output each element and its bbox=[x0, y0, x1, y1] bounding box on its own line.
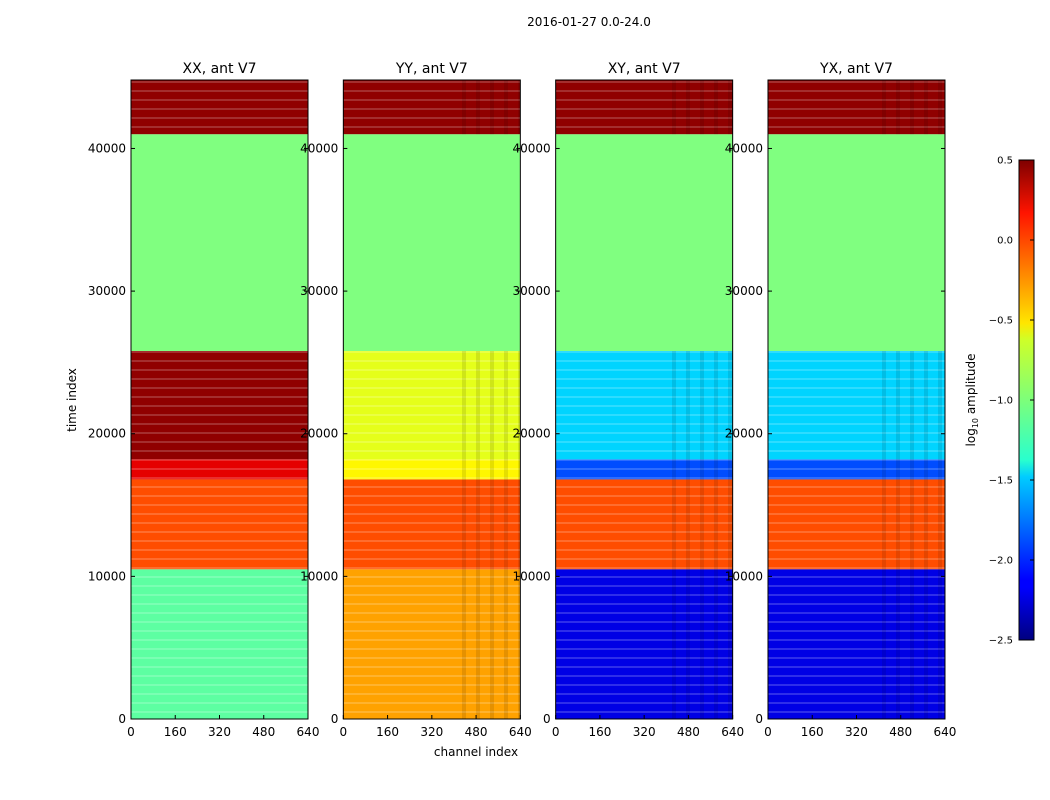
y-tick-label: 0 bbox=[755, 712, 763, 726]
x-tick-label: 480 bbox=[677, 725, 700, 739]
heatmap-panels: XX, ant V7 0 160 320 480 640 0 10000 20000 30000 4… bbox=[88, 61, 957, 739]
y-tick-label: 0 bbox=[118, 712, 126, 726]
heatmap-band-texture bbox=[453, 80, 521, 135]
colorbar-tick-label: −2.5 bbox=[989, 636, 1013, 647]
x-tick-label: 0 bbox=[552, 725, 560, 739]
colorbar: 0.5 0.0 −0.5 −1.0 −1.5 −2.0 −2.5 log10 amplitu… bbox=[964, 156, 1035, 647]
colorbar-tick-label: 0.0 bbox=[997, 236, 1013, 247]
heatmap-band-texture bbox=[453, 569, 521, 719]
panel-title: XX, ant V7 bbox=[183, 61, 257, 77]
y-tick-label: 30000 bbox=[725, 284, 763, 298]
heatmap-xx bbox=[131, 80, 308, 719]
x-axis-label: channel index bbox=[434, 745, 518, 759]
heatmap-band-texture bbox=[877, 479, 945, 570]
heatmap-band-texture bbox=[877, 569, 945, 719]
x-tick-label: 640 bbox=[721, 725, 744, 739]
x-tick-label: 640 bbox=[934, 725, 957, 739]
heatmap-band-texture bbox=[453, 479, 521, 570]
colorbar-ticks: 0.5 0.0 −0.5 −1.0 −1.5 −2.0 −2.5 bbox=[989, 156, 1034, 647]
x-tick-label: 320 bbox=[633, 725, 656, 739]
heatmap-band-texture bbox=[877, 459, 945, 480]
heatmap-band-texture bbox=[665, 569, 733, 719]
y-tick-label: 30000 bbox=[88, 284, 126, 298]
heatmap-band-texture bbox=[131, 569, 308, 719]
heatmap-band-texture bbox=[665, 80, 733, 135]
y-tick-label: 20000 bbox=[725, 427, 763, 441]
y-tick-label: 20000 bbox=[88, 427, 126, 441]
y-tick-label: 40000 bbox=[300, 141, 338, 155]
y-tick-label: 0 bbox=[331, 712, 339, 726]
y-tick-label: 20000 bbox=[300, 427, 338, 441]
y-tick-label: 10000 bbox=[300, 569, 338, 583]
panel-yx: YX, ant V7 0 160 320 480 640 0 10000 20000 30000 4… bbox=[725, 61, 957, 739]
heatmap-yy bbox=[343, 80, 521, 719]
x-tick-label: 640 bbox=[509, 725, 532, 739]
y-tick-label: 10000 bbox=[512, 569, 550, 583]
heatmap-band bbox=[767, 134, 945, 352]
colorbar-tick-label: −0.5 bbox=[989, 316, 1013, 327]
y-tick-label: 20000 bbox=[512, 427, 550, 441]
heatmap-band-texture bbox=[453, 351, 521, 460]
panel-xy: XY, ant V7 0 160 320 480 640 0 10000 20000 30000 4… bbox=[512, 61, 744, 739]
heatmap-band-texture bbox=[665, 479, 733, 570]
y-tick-label: 40000 bbox=[512, 141, 550, 155]
heatmap-band-texture bbox=[131, 351, 308, 460]
x-tick-label: 640 bbox=[297, 725, 320, 739]
heatmap-band bbox=[343, 134, 521, 352]
colorbar-tick-label: −1.5 bbox=[989, 476, 1013, 487]
y-tick-label: 30000 bbox=[300, 284, 338, 298]
heatmap-band-texture bbox=[665, 459, 733, 480]
heatmap-band bbox=[131, 134, 308, 352]
x-tick-label: 160 bbox=[801, 725, 824, 739]
heatmap-band-texture bbox=[877, 80, 945, 135]
panel-xx: XX, ant V7 0 160 320 480 640 0 10000 20000 30000 4… bbox=[88, 61, 320, 739]
panel-title: XY, ant V7 bbox=[608, 61, 681, 77]
x-tick-label: 160 bbox=[588, 725, 611, 739]
heatmap-band-texture bbox=[665, 351, 733, 460]
x-tick-label: 480 bbox=[889, 725, 912, 739]
y-axis-label: time index bbox=[65, 368, 79, 432]
y-tick-label: 10000 bbox=[88, 569, 126, 583]
heatmap-yx bbox=[767, 80, 945, 719]
x-tick-label: 320 bbox=[208, 725, 231, 739]
y-tick-label: 40000 bbox=[725, 141, 763, 155]
x-tick-label: 0 bbox=[764, 725, 772, 739]
x-tick-label: 320 bbox=[845, 725, 868, 739]
colorbar-label-tail: amplitude bbox=[964, 354, 978, 418]
colorbar-label-main: log bbox=[964, 428, 978, 446]
y-tick-label: 40000 bbox=[88, 141, 126, 155]
panel-title: YX, ant V7 bbox=[819, 61, 893, 77]
colorbar-tick-label: −2.0 bbox=[989, 556, 1013, 567]
x-tick-label: 0 bbox=[127, 725, 135, 739]
x-tick-label: 0 bbox=[340, 725, 348, 739]
colorbar-label: log10 amplitude bbox=[964, 354, 980, 447]
x-tick-label: 160 bbox=[164, 725, 187, 739]
x-tick-label: 160 bbox=[376, 725, 399, 739]
y-tick-label: 0 bbox=[543, 712, 551, 726]
x-tick-label: 480 bbox=[252, 725, 275, 739]
colorbar-tick-label: −1.0 bbox=[989, 396, 1013, 407]
heatmap-band-texture bbox=[131, 80, 308, 135]
heatmap-xy bbox=[555, 80, 733, 719]
heatmap-band-texture bbox=[877, 351, 945, 460]
y-tick-label: 30000 bbox=[512, 284, 550, 298]
heatmap-band-texture bbox=[131, 479, 308, 570]
heatmap-band bbox=[555, 134, 733, 352]
x-tick-label: 320 bbox=[420, 725, 443, 739]
figure-suptitle: 2016-01-27 0.0-24.0 bbox=[527, 15, 651, 29]
colorbar-label-sub: 10 bbox=[971, 418, 980, 428]
heatmap-band-texture bbox=[131, 459, 308, 480]
panel-yy: YY, ant V7 0 160 320 480 640 0 10000 20000 30000 4… bbox=[300, 61, 532, 739]
colorbar-tick-label: 0.5 bbox=[997, 156, 1013, 167]
heatmap-band-texture bbox=[453, 459, 521, 480]
panel-title: YY, ant V7 bbox=[395, 61, 468, 77]
y-tick-label: 10000 bbox=[725, 569, 763, 583]
x-tick-label: 480 bbox=[465, 725, 488, 739]
